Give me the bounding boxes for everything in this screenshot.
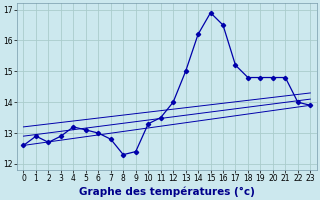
X-axis label: Graphe des températures (°c): Graphe des températures (°c) — [79, 186, 255, 197]
